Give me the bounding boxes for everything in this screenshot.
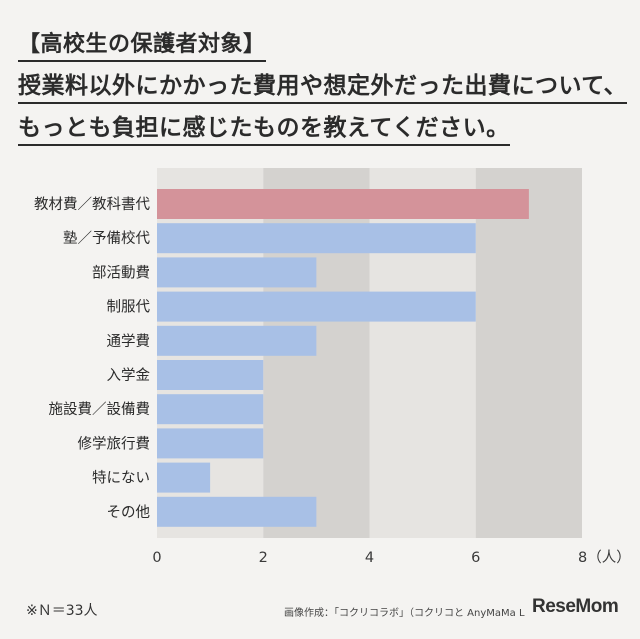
bar	[157, 189, 529, 219]
category-label: 特にない	[92, 470, 150, 487]
bar	[157, 291, 476, 322]
category-label: 制服代	[107, 299, 151, 316]
bar	[157, 223, 476, 254]
category-label: その他	[107, 504, 151, 521]
bar	[157, 496, 317, 527]
bar	[157, 428, 264, 459]
x-tick-label: 4	[365, 550, 374, 566]
bar	[157, 325, 317, 356]
x-tick-label: 2	[259, 550, 268, 566]
category-label: 教材費／教科書代	[34, 196, 150, 213]
category-label: 塾／予備校代	[63, 230, 150, 247]
title-line-2: 授業料以外にかかった費用や想定外だった出費について、	[18, 66, 628, 104]
grid-band	[475, 168, 582, 538]
category-label: 修学旅行費	[78, 435, 151, 452]
bar	[157, 462, 211, 493]
resemom-logo: ReseMom	[532, 596, 619, 617]
x-tick-label: 0	[152, 550, 161, 566]
bar	[157, 257, 317, 288]
sample-size-note: ※Ｎ＝33人	[26, 603, 98, 619]
image-credit: 画像作成：「コクリコラボ」（コクリコと AnyMaMa L	[284, 608, 525, 619]
x-tick-label: 8（人）	[578, 549, 631, 566]
bar	[157, 360, 264, 390]
category-label: 部活動費	[92, 264, 150, 281]
category-label: 入学金	[107, 367, 151, 384]
title-line-3: もっとも負担に感じたものを教えてください。	[18, 108, 510, 146]
title-line-1: 【高校生の保護者対象】	[18, 26, 266, 62]
category-label: 施設費／設備費	[49, 401, 151, 418]
category-label: 通学費	[107, 333, 151, 350]
bar	[157, 394, 264, 425]
x-tick-label: 6	[471, 550, 480, 566]
